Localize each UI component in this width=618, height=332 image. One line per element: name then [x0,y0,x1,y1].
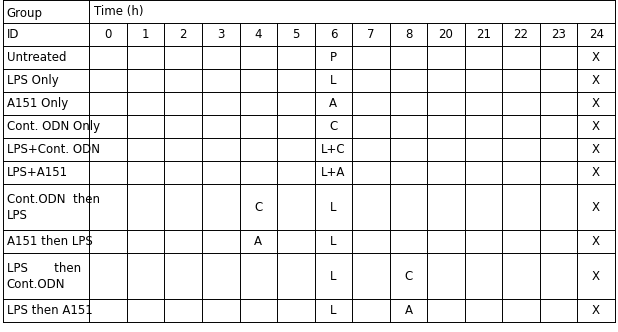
Text: Cont.ODN  then
LPS: Cont.ODN then LPS [7,193,99,221]
Text: ID: ID [7,28,19,41]
Text: LPS then A151: LPS then A151 [7,304,93,317]
Text: X: X [592,235,600,248]
Text: Time (h): Time (h) [95,5,144,18]
Text: 0: 0 [104,28,112,41]
Text: 4: 4 [255,28,262,41]
Text: A: A [404,304,412,317]
Text: L: L [330,304,337,317]
Text: Cont. ODN Only: Cont. ODN Only [7,120,100,133]
Text: 21: 21 [476,28,491,41]
Text: Group: Group [7,7,43,20]
Text: 1: 1 [142,28,150,41]
Text: X: X [592,120,600,133]
Text: A: A [255,235,262,248]
Text: L+C: L+C [321,143,345,156]
Text: P: P [330,51,337,64]
Text: X: X [592,143,600,156]
Text: L: L [330,201,337,213]
Text: L+A: L+A [321,166,345,179]
Text: LPS Only: LPS Only [7,74,59,87]
Text: X: X [592,51,600,64]
Text: C: C [329,120,337,133]
Text: LPS+Cont. ODN: LPS+Cont. ODN [7,143,99,156]
Text: X: X [592,74,600,87]
Text: 23: 23 [551,28,566,41]
Text: X: X [592,97,600,110]
Text: X: X [592,201,600,213]
Text: 5: 5 [292,28,300,41]
Text: LPS+A151: LPS+A151 [7,166,68,179]
Text: 3: 3 [217,28,224,41]
Text: 22: 22 [514,28,528,41]
Text: 7: 7 [367,28,375,41]
Text: A151 then LPS: A151 then LPS [7,235,93,248]
Text: C: C [254,201,263,213]
Text: 2: 2 [179,28,187,41]
Text: X: X [592,166,600,179]
Text: C: C [404,270,413,283]
Text: 20: 20 [439,28,454,41]
Text: 6: 6 [329,28,337,41]
Text: L: L [330,74,337,87]
Text: X: X [592,270,600,283]
Text: X: X [592,304,600,317]
Text: A: A [329,97,337,110]
Text: L: L [330,270,337,283]
Text: LPS       then
Cont.ODN: LPS then Cont.ODN [7,262,81,290]
Text: Untreated: Untreated [7,51,66,64]
Text: 8: 8 [405,28,412,41]
Text: 24: 24 [588,28,604,41]
Text: A151 Only: A151 Only [7,97,68,110]
Text: L: L [330,235,337,248]
